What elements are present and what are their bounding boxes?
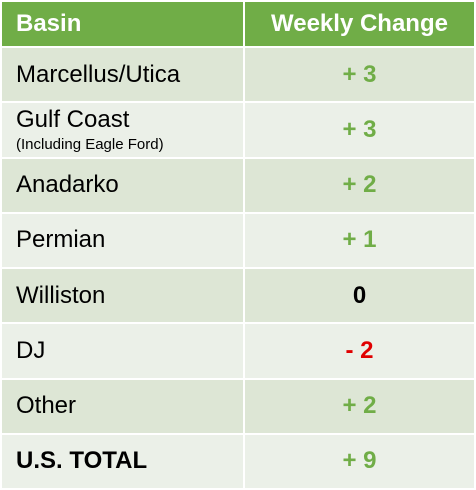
basin-name: U.S. TOTAL: [16, 447, 148, 475]
table-row: DJ - 2: [0, 322, 476, 380]
column-header: Basin: [0, 0, 245, 48]
weekly-change: - 2: [243, 322, 476, 380]
table-row: Williston 0: [0, 266, 476, 325]
weekly-change: + 9: [243, 432, 476, 490]
basin-name: Marcellus/Utica: [16, 60, 181, 88]
basin-cell: Marcellus/Utica: [0, 45, 245, 104]
table-body: Marcellus/Utica + 3 Gulf Coast (Including E…: [0, 45, 476, 490]
basin-name: Permian: [16, 226, 106, 254]
basin-cell: Other: [0, 377, 245, 435]
basin-name: Other: [16, 392, 77, 420]
basin-name: DJ: [16, 336, 46, 364]
weekly-change: + 2: [243, 377, 476, 435]
basin-cell: Gulf Coast (Including Eagle Ford): [0, 101, 245, 159]
basin-cell: U.S. TOTAL: [0, 432, 245, 490]
weekly-change: + 1: [243, 211, 476, 270]
basin-cell: Anadarko: [0, 156, 245, 214]
table-row: Permian + 1: [0, 211, 476, 270]
weekly-change: + 2: [243, 156, 476, 214]
basin-name: Williston: [16, 281, 106, 309]
basin-name: Anadarko: [16, 171, 119, 199]
basin-note: (Including Eagle Ford): [16, 136, 164, 154]
weekly-change: 0: [243, 266, 476, 325]
basin-cell: Permian: [0, 211, 245, 270]
table-row: U.S. TOTAL + 9: [0, 432, 476, 490]
weekly-change: + 3: [243, 101, 476, 159]
table-row: Gulf Coast (Including Eagle Ford) + 3: [0, 101, 476, 159]
table-row: Marcellus/Utica + 3: [0, 45, 476, 104]
table-row: Other + 2: [0, 377, 476, 435]
header-row: Basin Weekly Change: [0, 0, 476, 48]
column-header: Weekly Change: [243, 0, 476, 48]
basin-cell: Williston: [0, 266, 245, 325]
basin-name: Gulf Coast: [16, 106, 130, 134]
table-row: Anadarko + 2: [0, 156, 476, 214]
basin-cell: DJ: [0, 322, 245, 380]
weekly-change: + 3: [243, 45, 476, 104]
